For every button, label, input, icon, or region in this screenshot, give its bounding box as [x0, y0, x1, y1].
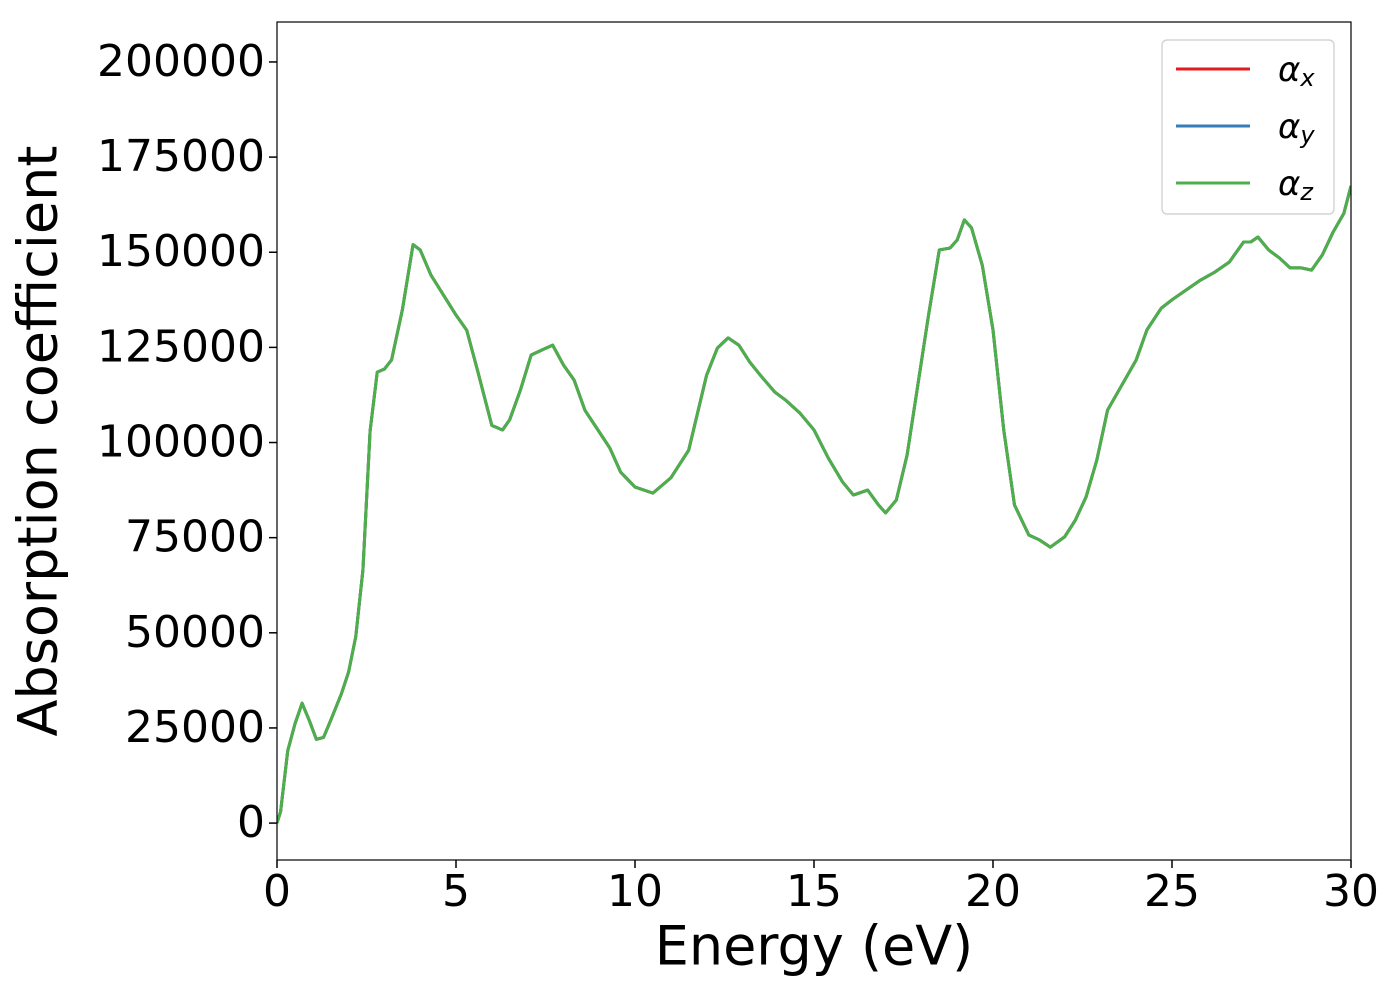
y-tick-label: 0	[237, 797, 265, 848]
y-tick-label: 125000	[97, 321, 265, 372]
y-tick-label: 75000	[125, 512, 265, 563]
x-tick-label: 10	[607, 866, 663, 917]
legend-label: αz	[1278, 164, 1314, 207]
series-line	[277, 185, 1351, 824]
y-tick-label: 50000	[125, 607, 265, 658]
series-line	[277, 185, 1351, 824]
x-axis-label: Energy (eV)	[655, 915, 974, 978]
y-tick-label: 100000	[97, 417, 265, 468]
x-tick-label: 20	[965, 866, 1021, 917]
y-axis-label: Absorption coefficient	[7, 146, 70, 737]
legend-label: αx	[1278, 50, 1315, 93]
x-tick-label: 0	[263, 866, 291, 917]
y-tick-label: 150000	[97, 226, 265, 277]
x-tick-label: 5	[442, 866, 470, 917]
legend-label: αy	[1278, 107, 1315, 150]
y-tick-label: 175000	[97, 131, 265, 182]
plot-frame	[276, 21, 1352, 861]
y-tick-label: 25000	[125, 702, 265, 753]
x-tick-label: 30	[1323, 866, 1379, 917]
y-tick-label: 200000	[97, 36, 265, 87]
x-tick-label: 15	[786, 866, 842, 917]
x-tick-label: 25	[1144, 866, 1200, 917]
series-line	[277, 185, 1351, 824]
